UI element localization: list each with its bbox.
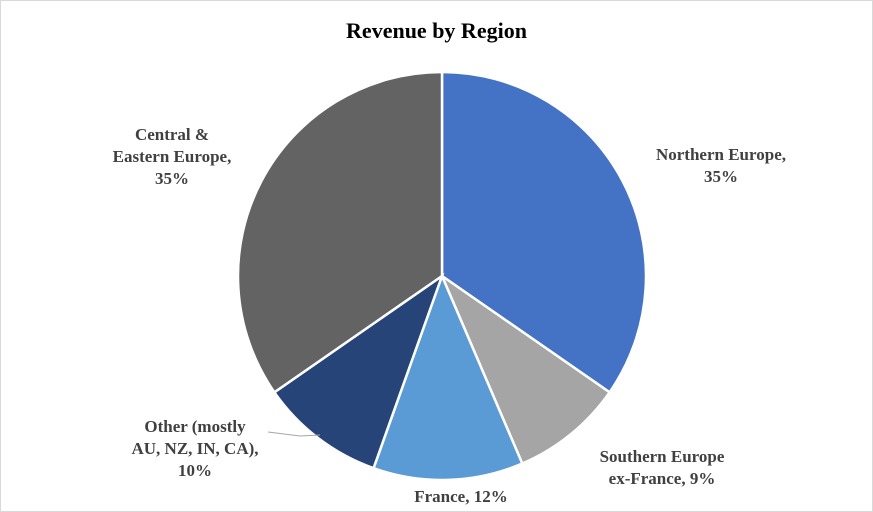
slice-label-2: France, 12% [414, 487, 507, 506]
chart-title: Revenue by Region [346, 18, 527, 43]
pie-labels: Northern Europe, 35% Southern Europe ex-Fra… [113, 125, 786, 506]
pie-slice-2 [371, 272, 524, 482]
slice-label-3: Other (mostly AU, NZ, IN, CA), 10% [131, 417, 258, 480]
pie-slices [236, 70, 648, 482]
slice-label-4: Central & Eastern Europe, 35% [113, 125, 232, 188]
slice-label-1: Southern Europe ex-France, 9% [600, 447, 725, 488]
pie-slice-3 [272, 272, 445, 470]
leader-line [267, 431, 321, 437]
pie-slice-1 [439, 272, 612, 466]
slice-label-0: Northern Europe, 35% [656, 145, 786, 186]
pie-slice-0 [440, 70, 648, 395]
pie-slice-4 [236, 70, 444, 395]
